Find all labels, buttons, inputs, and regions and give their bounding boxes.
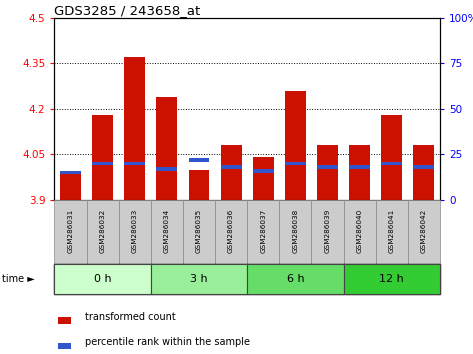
Bar — [60, 171, 81, 175]
Bar — [413, 165, 434, 169]
Bar — [58, 343, 71, 349]
Text: 3 h: 3 h — [190, 274, 208, 284]
Bar — [151, 264, 247, 294]
Text: 12 h: 12 h — [379, 274, 404, 284]
Bar — [183, 200, 215, 264]
Bar — [60, 173, 81, 200]
Bar — [157, 167, 177, 171]
Text: percentile rank within the sample: percentile rank within the sample — [85, 337, 250, 347]
Bar — [124, 162, 145, 165]
Bar — [92, 115, 113, 200]
Bar — [247, 264, 343, 294]
Text: GSM286042: GSM286042 — [421, 209, 427, 253]
Bar — [151, 200, 183, 264]
Bar — [413, 145, 434, 200]
Bar — [381, 162, 402, 165]
Bar — [189, 158, 210, 162]
Bar — [311, 200, 343, 264]
Bar — [381, 115, 402, 200]
Bar — [157, 97, 177, 200]
Bar — [317, 145, 338, 200]
Bar — [408, 200, 440, 264]
Text: GSM286041: GSM286041 — [389, 209, 394, 253]
Text: GSM286039: GSM286039 — [324, 209, 331, 253]
Text: GDS3285 / 243658_at: GDS3285 / 243658_at — [54, 4, 201, 17]
Bar — [343, 264, 440, 294]
Bar — [376, 200, 408, 264]
Bar — [58, 317, 71, 324]
Text: GSM286036: GSM286036 — [228, 209, 234, 253]
Bar — [124, 57, 145, 200]
Text: GSM286032: GSM286032 — [100, 209, 105, 253]
Bar — [285, 162, 306, 165]
Text: GSM286037: GSM286037 — [260, 209, 266, 253]
Bar — [247, 200, 279, 264]
Bar — [92, 162, 113, 165]
Bar — [285, 91, 306, 200]
Text: 6 h: 6 h — [287, 274, 304, 284]
Bar — [220, 165, 242, 169]
Bar — [349, 145, 370, 200]
Text: transformed count: transformed count — [85, 312, 176, 322]
Bar — [54, 200, 87, 264]
Bar — [253, 169, 274, 173]
Bar — [279, 200, 311, 264]
Text: GSM286034: GSM286034 — [164, 209, 170, 253]
Text: GSM286033: GSM286033 — [131, 209, 138, 253]
Bar — [54, 264, 151, 294]
Bar — [317, 165, 338, 169]
Text: 0 h: 0 h — [94, 274, 112, 284]
Bar — [189, 170, 210, 200]
Bar — [253, 158, 274, 200]
Bar — [87, 200, 119, 264]
Bar — [119, 200, 151, 264]
Text: GSM286031: GSM286031 — [68, 209, 73, 253]
Bar — [220, 145, 242, 200]
Bar — [343, 200, 376, 264]
Text: time ►: time ► — [2, 274, 35, 284]
Text: GSM286040: GSM286040 — [357, 209, 363, 253]
Bar — [349, 165, 370, 169]
Bar — [215, 200, 247, 264]
Text: GSM286035: GSM286035 — [196, 209, 202, 253]
Text: GSM286038: GSM286038 — [292, 209, 298, 253]
